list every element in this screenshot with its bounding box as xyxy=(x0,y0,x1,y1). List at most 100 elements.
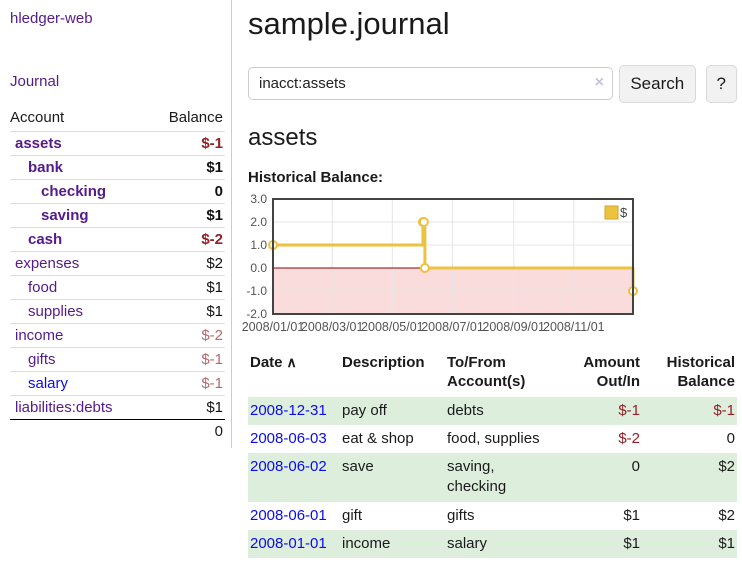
legend-swatch xyxy=(604,205,619,220)
chart-label: Historical Balance: xyxy=(248,169,384,186)
account-row: expenses $2 xyxy=(10,251,225,276)
app-title-link[interactable]: hledger-web xyxy=(10,10,93,27)
data-point-marker xyxy=(419,263,430,273)
account-balance: 0 xyxy=(148,179,225,204)
transaction-accounts: gifts xyxy=(447,506,475,524)
transaction-date-link[interactable]: 2008-06-02 xyxy=(250,458,327,475)
x-axis-tick-label: 2008/03/01 xyxy=(301,320,364,334)
page-title: sample.journal xyxy=(248,6,450,41)
plot-border xyxy=(272,198,634,315)
historical-balance-chart: 3.0 2.0 1.0 0.0 -1.0 -2.0 2008/01/01 2008/03/01… xyxy=(242,192,737,339)
transaction-amount: 0 xyxy=(560,453,642,502)
transaction-amount: $1 xyxy=(623,506,640,524)
x-axis-tick-label: 2008/01/01 xyxy=(242,320,305,334)
chart-canvas: 3.0 2.0 1.0 0.0 -1.0 -2.02008/01/012008/03/01… xyxy=(242,192,638,334)
y-axis-tick-label: -1.0 xyxy=(246,284,267,298)
account-link[interactable]: checking xyxy=(41,183,107,200)
account-link[interactable]: saving xyxy=(41,207,89,224)
y-axis-tick-label: -2.0 xyxy=(246,307,267,321)
help-button[interactable]: ? xyxy=(705,65,737,103)
search-form: × Search ? xyxy=(248,65,737,103)
account-balance: $2 xyxy=(148,251,225,276)
transaction-amount: $1 xyxy=(560,529,642,558)
accounts-header-account: Account xyxy=(10,109,65,126)
account-balance: $-2 xyxy=(148,227,225,252)
account-balance: $1 xyxy=(148,299,225,324)
transaction-row: 2008-01-01 income salary $1 $1 xyxy=(248,529,737,558)
sidebar: hledger-web Journal Account Balance asse… xyxy=(0,0,232,448)
y-axis-tick-label: 2.0 xyxy=(250,215,267,229)
transaction-description: gift xyxy=(342,506,363,524)
register-header-date[interactable]: Date ∧ xyxy=(250,354,297,371)
transaction-row: 2008-06-01 gift gifts $1 $2 xyxy=(248,502,737,530)
data-point-marker xyxy=(418,217,429,227)
account-link[interactable]: gifts xyxy=(28,351,56,368)
transaction-amount: $-2 xyxy=(618,429,640,447)
account-row: cash $-2 xyxy=(10,227,225,252)
account-row: saving $1 xyxy=(10,203,225,228)
sort-asc-icon: ∧ xyxy=(286,354,297,370)
accounts-total-value: 0 xyxy=(148,419,225,444)
transaction-balance: $2 xyxy=(642,453,737,502)
account-balance: $-1 xyxy=(148,347,225,372)
x-axis-tick-label: 2008/05/01 xyxy=(361,320,424,334)
transaction-description: income xyxy=(340,529,445,558)
account-row: income $-2 xyxy=(10,323,225,348)
account-row: bank $1 xyxy=(10,155,225,180)
search-button[interactable]: Search xyxy=(619,65,696,103)
main-content: sample.journal × Search ? assets Histori… xyxy=(242,0,737,558)
account-balance: $1 xyxy=(148,395,225,420)
account-row: checking 0 xyxy=(10,179,225,204)
account-link[interactable]: cash xyxy=(28,231,63,248)
account-balance: $1 xyxy=(148,275,225,300)
register-header-balance: Historical Balance xyxy=(666,354,735,390)
y-axis-tick-label: 1.0 xyxy=(250,238,267,252)
search-input[interactable] xyxy=(248,67,613,100)
clear-search-icon[interactable]: × xyxy=(594,74,604,91)
transaction-balance: 0 xyxy=(726,429,735,447)
transaction-accounts: salary xyxy=(445,529,560,558)
legend-label: $ xyxy=(620,205,628,220)
account-balance: $1 xyxy=(148,203,225,228)
accounts-table: Account Balance assets $-1 bank $1 check… xyxy=(10,106,225,444)
transaction-balance: $1 xyxy=(642,529,737,558)
transaction-description: eat & shop xyxy=(342,429,414,447)
register-header-description: Description xyxy=(342,354,425,371)
transaction-row: 2008-06-03 eat & shop food, supplies $-2… xyxy=(248,425,737,453)
account-link[interactable]: supplies xyxy=(28,303,84,320)
y-axis-tick-label: 0.0 xyxy=(250,261,267,275)
account-row: assets $-1 xyxy=(10,131,225,156)
account-row: liabilities:debts $1 xyxy=(10,395,225,420)
account-balance: $-1 xyxy=(148,131,225,156)
transaction-date-link[interactable]: 2008-06-03 xyxy=(250,429,327,447)
register-table: Date ∧ Description To/From Account(s) Amo… xyxy=(248,351,737,558)
account-link[interactable]: income xyxy=(15,327,64,344)
transaction-accounts: food, supplies xyxy=(447,429,540,447)
transaction-amount: $-1 xyxy=(560,396,642,425)
x-axis-tick-label: 2008/09/01 xyxy=(482,320,545,334)
account-link[interactable]: assets xyxy=(15,135,62,152)
transaction-date-link[interactable]: 2008-12-31 xyxy=(250,401,327,419)
transaction-description: pay off xyxy=(340,396,445,425)
account-balance: $-1 xyxy=(148,371,225,396)
account-link[interactable]: expenses xyxy=(15,255,80,272)
transaction-date-link[interactable]: 2008-06-01 xyxy=(250,506,327,524)
account-title: assets xyxy=(248,124,318,151)
account-link[interactable]: bank xyxy=(28,159,64,176)
transaction-row: 2008-06-02 save saving, checking 0 $2 xyxy=(248,453,737,502)
transaction-description: save xyxy=(340,453,445,502)
account-balance: $1 xyxy=(148,155,225,180)
account-row: supplies $1 xyxy=(10,299,225,324)
transaction-balance: $2 xyxy=(718,506,735,524)
account-row: food $1 xyxy=(10,275,225,300)
transaction-balance: $-1 xyxy=(642,396,737,425)
account-link[interactable]: salary xyxy=(28,375,69,392)
account-link[interactable]: liabilities:debts xyxy=(15,399,113,416)
sidebar-item-journal[interactable]: Journal xyxy=(10,73,60,90)
transaction-accounts: debts xyxy=(445,396,560,425)
account-balance: $-2 xyxy=(148,323,225,348)
account-row: salary $-1 xyxy=(10,371,225,396)
transaction-date-link[interactable]: 2008-01-01 xyxy=(250,534,327,552)
account-link[interactable]: food xyxy=(28,279,58,296)
transaction-row: 2008-12-31 pay off debts $-1 $-1 xyxy=(248,396,737,425)
